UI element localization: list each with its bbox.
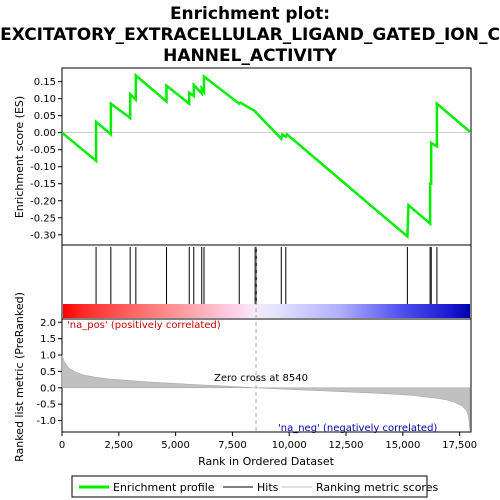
ranking-y-tick-label: 2.0: [40, 318, 56, 329]
es-y-tick-label: 0.05: [34, 111, 56, 122]
es-y-tick-label: -0.20: [30, 196, 56, 207]
x-axis-label: Rank in Ordered Dataset: [198, 455, 335, 468]
ranking-y-tick-label: 0.0: [40, 383, 56, 394]
rank-colorbar: [63, 304, 470, 318]
ranking-y-tick-label: -1.0: [36, 416, 56, 427]
legend-hits-label: Hits: [257, 481, 279, 494]
title-line-1: Enrichment plot:: [170, 4, 330, 24]
zero-cross-label: Zero cross at 8540: [214, 373, 308, 384]
es-panel-frame: [61, 67, 472, 246]
enrichment-profile-series: [61, 72, 471, 240]
es-y-axis: 0.15 0.10 0.05 0.00 -0.05 -0.10 -0.15 -0.20 -0.2…: [30, 77, 471, 241]
es-y-tick-label: -0.25: [30, 213, 56, 224]
x-tick-label: 12,500: [329, 440, 364, 451]
colorbar-strip: [63, 304, 470, 318]
title-line-2: EXCITATORY_EXTRACELLULAR_LIGAND_GATED_IO…: [0, 25, 500, 45]
ranking-y-tick-label: 1.5: [40, 334, 56, 345]
ranking-y-axis: 2.0 1.5 1.0 0.5 0.0 -0.5 -1.0: [36, 318, 62, 427]
es-y-tick-label: 0.00: [34, 128, 56, 139]
es-y-tick-label: -0.15: [30, 179, 56, 190]
ranking-y-tick-label: 1.0: [40, 351, 56, 362]
ranking-x-axis: 0 2,500 5,000 7,500 10,000 12,500 15,000 17,500: [59, 432, 477, 451]
ranking-metric-area: [61, 354, 471, 431]
legend-ranking-label: Ranking metric scores: [316, 481, 438, 494]
ranking-y-axis-label: Ranked list metric (PreRanked): [13, 292, 26, 462]
pos-correlated-label: 'na_pos' (positively correlated): [67, 320, 221, 331]
ranking-y-tick-label: 0.5: [40, 367, 56, 378]
x-tick-label: 10,000: [272, 440, 307, 451]
enrichment-profile-line: [61, 72, 471, 240]
legend-enrichment-label: Enrichment profile: [113, 481, 215, 494]
es-y-tick-label: -0.30: [30, 230, 56, 241]
es-y-axis-label: Enrichment score (ES): [13, 96, 26, 218]
x-tick-label: 15,000: [385, 440, 420, 451]
title-group: Enrichment plot: EXCITATORY_EXTRACELLULA…: [0, 4, 500, 66]
ranking-y-tick-label: -0.5: [36, 400, 56, 411]
x-tick-label: 2,500: [104, 440, 133, 451]
es-y-tick-label: -0.10: [30, 162, 56, 173]
hits-series: [95, 247, 438, 304]
title-line-3: HANNEL_ACTIVITY: [163, 46, 337, 66]
x-tick-label: 5,000: [161, 440, 190, 451]
x-tick-label: 0: [59, 440, 65, 451]
x-tick-label: 17,500: [442, 440, 477, 451]
ranking-metric-series: [61, 245, 471, 432]
es-y-tick-label: 0.15: [34, 77, 56, 88]
x-tick-label: 7,500: [218, 440, 247, 451]
es-y-tick-label: 0.10: [34, 94, 56, 105]
legend: Enrichment profile Hits Ranking metric s…: [71, 475, 438, 498]
es-y-tick-label: -0.05: [30, 145, 56, 156]
neg-correlated-label: 'na_neg' (negatively correlated): [278, 423, 437, 434]
